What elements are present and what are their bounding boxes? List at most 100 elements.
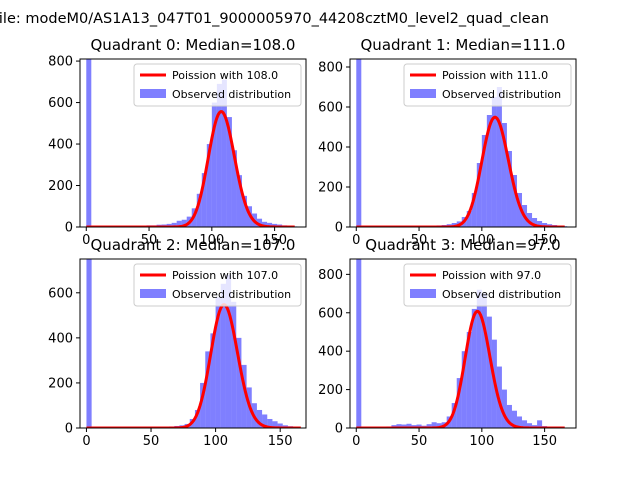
histogram-bar-15	[225, 274, 232, 428]
histogram-bar-17	[236, 337, 242, 428]
poisson-curve	[86, 303, 302, 428]
legend-box	[133, 263, 302, 307]
histogram-bar-11	[431, 422, 437, 428]
y-tick-label-0: 0	[335, 221, 343, 236]
y-tick-label-1: 200	[318, 383, 343, 398]
legend-bar-swatch	[410, 289, 436, 298]
histogram-bar-26	[241, 195, 247, 227]
panel-title: Quadrant 3: Median=97.0	[365, 236, 560, 254]
bars-group	[356, 59, 568, 227]
y-tick-label-2: 400	[318, 345, 343, 360]
histogram-bar-16	[456, 378, 462, 428]
histogram-bar-20	[516, 193, 523, 227]
histogram-bar-22	[527, 213, 533, 227]
histogram-bar-29	[257, 218, 263, 227]
axes-frame	[349, 258, 577, 429]
x-tick-label-1: 50	[141, 233, 158, 248]
histogram-bar-17	[501, 123, 507, 227]
histogram-bar-10	[466, 211, 472, 227]
x-tick-label-3: 150	[268, 434, 293, 449]
legend-label-observed: Observed distribution	[442, 88, 561, 101]
histogram-bar-23	[226, 117, 232, 227]
histogram-bar-24	[231, 150, 237, 227]
histogram-bar-16	[496, 87, 502, 227]
legend-label-poisson: Poission with 107.0	[172, 269, 278, 282]
legend: Poission with 107.0 Observed distribution	[133, 263, 302, 307]
legend-bar-swatch	[410, 89, 436, 98]
y-tick-label-3: 600	[318, 306, 343, 321]
figure-title: n file: modeM0/AS1A13_047T01_9000005970_…	[0, 11, 549, 27]
histogram-bar-25	[501, 389, 507, 428]
histogram-bar-19	[471, 308, 477, 428]
histogram-bar-4	[396, 424, 402, 428]
legend: Poission with 111.0 Observed distribution	[403, 63, 572, 107]
histogram-bar-30	[262, 221, 268, 227]
histogram-bar-10	[426, 424, 432, 428]
panel-title: Quadrant 0: Median=108.0	[91, 36, 296, 54]
y-tick-label-2: 400	[318, 141, 343, 156]
legend-label-poisson: Poission with 97.0	[442, 269, 541, 282]
y-tick-label-1: 200	[48, 376, 73, 391]
poisson-curve	[86, 110, 295, 227]
x-tick-label-1: 50	[411, 233, 428, 248]
y-tick-label-3: 600	[48, 286, 73, 301]
histogram-bar-12	[171, 222, 177, 227]
histogram-bar-15	[451, 403, 457, 428]
histogram-bar-13	[176, 220, 182, 227]
histogram-bar-18	[201, 173, 207, 227]
legend-label-observed: Observed distribution	[172, 288, 291, 301]
axes-frame	[79, 58, 307, 228]
y-tick-label-4: 800	[318, 61, 343, 76]
histogram-bar-6	[406, 423, 412, 428]
y-tick-label-4: 800	[318, 268, 343, 283]
histogram-bar-9	[194, 409, 201, 428]
histogram-bar-18	[466, 331, 472, 428]
legend-label-poisson: Poission with 108.0	[172, 69, 278, 82]
histogram-bar-24	[537, 221, 543, 227]
histogram-bar-12	[476, 163, 482, 227]
histogram-bar-12	[436, 423, 442, 428]
bars-group	[86, 259, 302, 428]
histogram-bar-25	[277, 423, 283, 428]
x-tick-label-2: 100	[469, 233, 494, 248]
histogram-bar-8	[416, 424, 422, 428]
histogram-bar-13	[481, 135, 487, 227]
histogram-bar-27	[511, 410, 517, 428]
histogram-bar-10	[200, 382, 206, 428]
x-tick-label-1: 50	[143, 434, 160, 449]
histogram-bar-24	[272, 421, 278, 428]
histogram-bar-13	[215, 297, 221, 428]
chart-panel-3: 0 50 100 150 0 200 400 600 800 Quadrant 3: Median…	[318, 236, 577, 449]
histogram-bar-15	[491, 97, 497, 227]
legend-bar-swatch	[140, 89, 166, 98]
chart-panel-1: 0 50 100 150 0 200 400 600 800 Quadrant 1: Median…	[318, 36, 577, 248]
y-tick-label-1: 200	[318, 181, 343, 196]
histogram-bar-26	[506, 404, 512, 428]
histogram-bar-11	[166, 223, 172, 227]
legend-box	[133, 63, 302, 107]
histogram-bar-23	[532, 218, 538, 227]
histogram-bar-19	[206, 144, 212, 227]
y-tick-label-3: 600	[318, 101, 343, 116]
legend-label-observed: Observed distribution	[172, 88, 291, 101]
histogram-bar-25	[542, 223, 548, 227]
histogram-bar-17	[196, 193, 202, 227]
histogram-bar-28	[516, 416, 523, 428]
axes-frame	[79, 258, 307, 429]
histogram-bar-14	[486, 115, 492, 227]
histogram-bar-5	[401, 424, 407, 428]
x-tick-label-2: 100	[199, 233, 224, 248]
chart-panel-0: 0 50 100 150 0 200 400 600 800 Quadrant 0: Median…	[48, 36, 307, 248]
histogram-bar-12	[210, 333, 216, 428]
x-tick-label-0: 0	[82, 233, 90, 248]
histogram-bar-18	[506, 151, 512, 227]
x-tick-label-0: 0	[82, 434, 90, 449]
histogram-bar-18	[241, 364, 247, 428]
legend-box	[403, 263, 572, 307]
x-tick-label-1: 50	[411, 434, 428, 449]
histogram-bar-32	[537, 420, 543, 428]
histogram-bar-20	[211, 102, 217, 227]
histogram-bar-22	[221, 79, 227, 227]
histogram-bar-16	[231, 301, 237, 428]
x-tick-label-0: 0	[352, 233, 360, 248]
